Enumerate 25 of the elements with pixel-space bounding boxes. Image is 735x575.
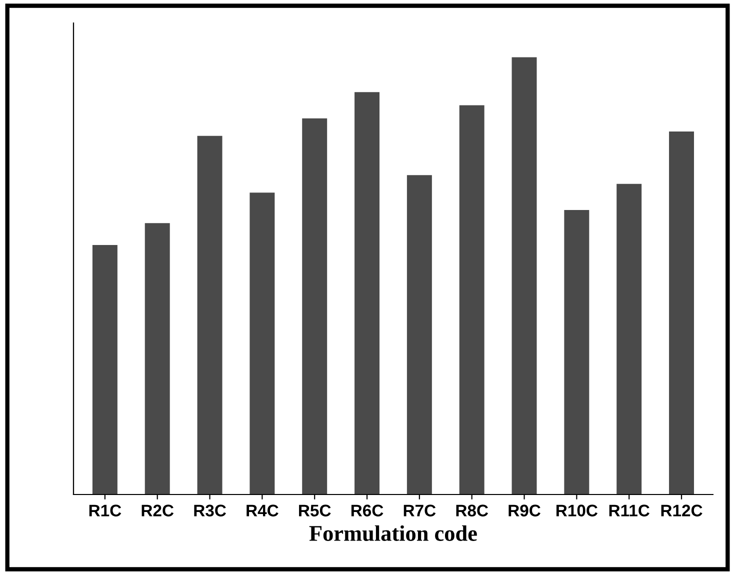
bar: [144, 223, 170, 494]
x-tick-label: R7C: [404, 504, 436, 516]
x-tick-label: R3C: [194, 504, 226, 516]
x-tick-label: R9C: [508, 504, 540, 516]
x-tick-label: R6C: [351, 504, 384, 516]
bar: [459, 105, 484, 494]
x-axis-title: Formulation code: [309, 525, 477, 542]
bar: [302, 118, 328, 494]
bar: [197, 136, 222, 494]
bar: [354, 92, 380, 494]
bar: [406, 175, 432, 494]
bar: [512, 57, 537, 494]
x-tick-label: R5C: [299, 504, 331, 516]
x-tick-label: R4C: [246, 504, 278, 516]
x-tick-label: R1C: [89, 504, 122, 516]
x-tick-label: R11C: [609, 504, 650, 516]
bar: [250, 192, 275, 494]
x-tick-label: R12C: [661, 504, 702, 516]
bar: [616, 184, 642, 494]
x-tick-label: R2C: [142, 504, 174, 516]
x-tick-label: R10C: [556, 504, 598, 516]
bar: [669, 131, 694, 494]
bar: [564, 210, 590, 494]
x-tick-label: R8C: [456, 504, 488, 516]
bar: [92, 244, 118, 494]
